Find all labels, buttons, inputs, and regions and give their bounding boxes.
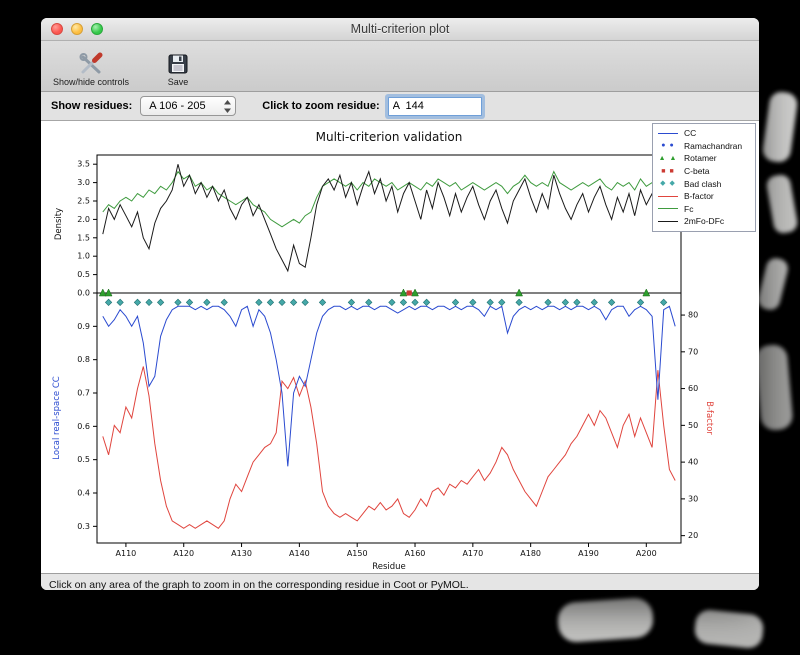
legend-line-swatch xyxy=(657,220,679,222)
save-icon xyxy=(168,54,188,74)
svg-text:0.9: 0.9 xyxy=(77,322,90,331)
svg-text:A120: A120 xyxy=(173,549,194,558)
screen-artifact xyxy=(756,256,790,312)
toolbar: Show/hide controls Save xyxy=(41,41,759,92)
svg-text:0.4: 0.4 xyxy=(77,489,90,498)
legend-marker-swatch: ● ● xyxy=(661,142,675,150)
legend-entry: Fc xyxy=(657,203,751,216)
screen-artifact xyxy=(693,608,765,650)
controls-bar: Show residues: A 106 - 205 Click to zoom… xyxy=(41,92,759,121)
svg-text:0.5: 0.5 xyxy=(77,455,90,464)
legend-line-swatch xyxy=(657,195,679,197)
legend-label: Fc xyxy=(684,203,694,214)
svg-text:Density: Density xyxy=(54,208,64,240)
svg-text:50: 50 xyxy=(688,421,698,430)
svg-text:3.5: 3.5 xyxy=(77,160,90,169)
svg-text:0.8: 0.8 xyxy=(77,355,90,364)
status-bar: Click on any area of the graph to zoom i… xyxy=(41,573,759,590)
window-controls xyxy=(51,23,103,35)
legend-entry: ▲ ▲ Rotamer xyxy=(657,152,751,165)
svg-text:0.3: 0.3 xyxy=(77,522,90,531)
svg-text:B-factor: B-factor xyxy=(704,401,714,435)
legend-marker-swatch: ▲ ▲ xyxy=(658,154,678,162)
maximize-button[interactable] xyxy=(91,23,103,35)
legend-label: B-factor xyxy=(684,191,714,202)
svg-text:40: 40 xyxy=(688,458,698,467)
legend-label: CC xyxy=(684,128,697,139)
screen-artifact xyxy=(761,90,799,164)
legend-label: Ramachandran xyxy=(684,140,743,151)
svg-text:Local real-space CC: Local real-space CC xyxy=(52,376,62,459)
svg-text:A200: A200 xyxy=(636,549,657,558)
window-title: Multi-criterion plot xyxy=(350,22,450,36)
svg-text:2.0: 2.0 xyxy=(77,215,90,224)
legend-entry: ■ ■ C-beta xyxy=(657,165,751,178)
legend-entry: 2mFo-DFc xyxy=(657,215,751,228)
legend-label: Bad clash xyxy=(684,178,722,189)
minimize-button[interactable] xyxy=(71,23,83,35)
screen-artifact xyxy=(754,343,794,432)
svg-text:20: 20 xyxy=(688,531,698,540)
chart-legend: CC ● ● Ramachandran ▲ ▲ Rotamer ■ ■ C-beta ◆ ◆ B… xyxy=(652,123,756,232)
svg-text:0.7: 0.7 xyxy=(77,389,90,398)
tools-icon xyxy=(79,52,103,74)
title-bar[interactable]: Multi-criterion plot xyxy=(41,18,759,41)
svg-text:Multi-criterion validation: Multi-criterion validation xyxy=(316,130,463,144)
legend-line-swatch xyxy=(657,208,679,210)
legend-entry: CC xyxy=(657,127,751,140)
residue-range-value: A 106 - 205 xyxy=(149,100,206,112)
legend-marker-swatch: ◆ ◆ xyxy=(660,180,676,188)
svg-text:0.5: 0.5 xyxy=(77,270,90,279)
svg-text:1.0: 1.0 xyxy=(77,252,90,261)
tool-label: Save xyxy=(167,77,189,87)
residue-range-select[interactable]: A 106 - 205 xyxy=(140,96,237,116)
show-residues-label: Show residues: xyxy=(51,100,133,112)
screen-artifact xyxy=(556,596,655,644)
show-hide-controls-button[interactable]: Show/hide controls xyxy=(47,50,135,89)
legend-label: Rotamer xyxy=(684,153,717,164)
svg-text:A160: A160 xyxy=(405,549,426,558)
save-button[interactable]: Save xyxy=(161,50,195,89)
zoom-residue-input[interactable] xyxy=(387,96,482,116)
svg-text:30: 30 xyxy=(688,494,698,503)
svg-text:70: 70 xyxy=(688,347,698,356)
zoom-residue-label: Click to zoom residue: xyxy=(262,100,380,112)
svg-text:A110: A110 xyxy=(116,549,137,558)
status-text: Click on any area of the graph to zoom i… xyxy=(49,578,469,591)
legend-entry: B-factor xyxy=(657,190,751,203)
svg-text:A130: A130 xyxy=(231,549,252,558)
tool-label: Show/hide controls xyxy=(53,77,130,87)
legend-label: C-beta xyxy=(684,166,710,177)
stepper-arrows-icon xyxy=(224,99,232,113)
svg-text:0.0: 0.0 xyxy=(77,289,90,298)
svg-text:A170: A170 xyxy=(462,549,483,558)
plot-area[interactable]: Multi-criterion validation 0.0 0.5 1.0 1.5 2.… xyxy=(41,121,759,573)
svg-text:0.6: 0.6 xyxy=(77,422,90,431)
legend-label: 2mFo-DFc xyxy=(684,216,725,227)
svg-text:Residue: Residue xyxy=(372,562,406,572)
svg-text:80: 80 xyxy=(688,311,698,320)
svg-text:A180: A180 xyxy=(520,549,541,558)
svg-text:A190: A190 xyxy=(578,549,599,558)
svg-text:A140: A140 xyxy=(289,549,310,558)
close-button[interactable] xyxy=(51,23,63,35)
svg-text:60: 60 xyxy=(688,384,698,393)
legend-marker-swatch: ■ ■ xyxy=(661,167,675,175)
app-window: Multi-criterion plot Show/hide controls xyxy=(41,18,759,590)
legend-entry: ◆ ◆ Bad clash xyxy=(657,177,751,190)
legend-line-swatch xyxy=(657,132,679,134)
svg-text:A150: A150 xyxy=(347,549,368,558)
svg-text:2.5: 2.5 xyxy=(77,197,90,206)
svg-text:1.5: 1.5 xyxy=(77,233,90,242)
screen-artifact xyxy=(765,173,799,235)
svg-text:3.0: 3.0 xyxy=(77,178,90,187)
multi-criterion-chart[interactable]: Multi-criterion validation 0.0 0.5 1.0 1.5 2.… xyxy=(41,121,759,573)
legend-entry: ● ● Ramachandran xyxy=(657,140,751,153)
